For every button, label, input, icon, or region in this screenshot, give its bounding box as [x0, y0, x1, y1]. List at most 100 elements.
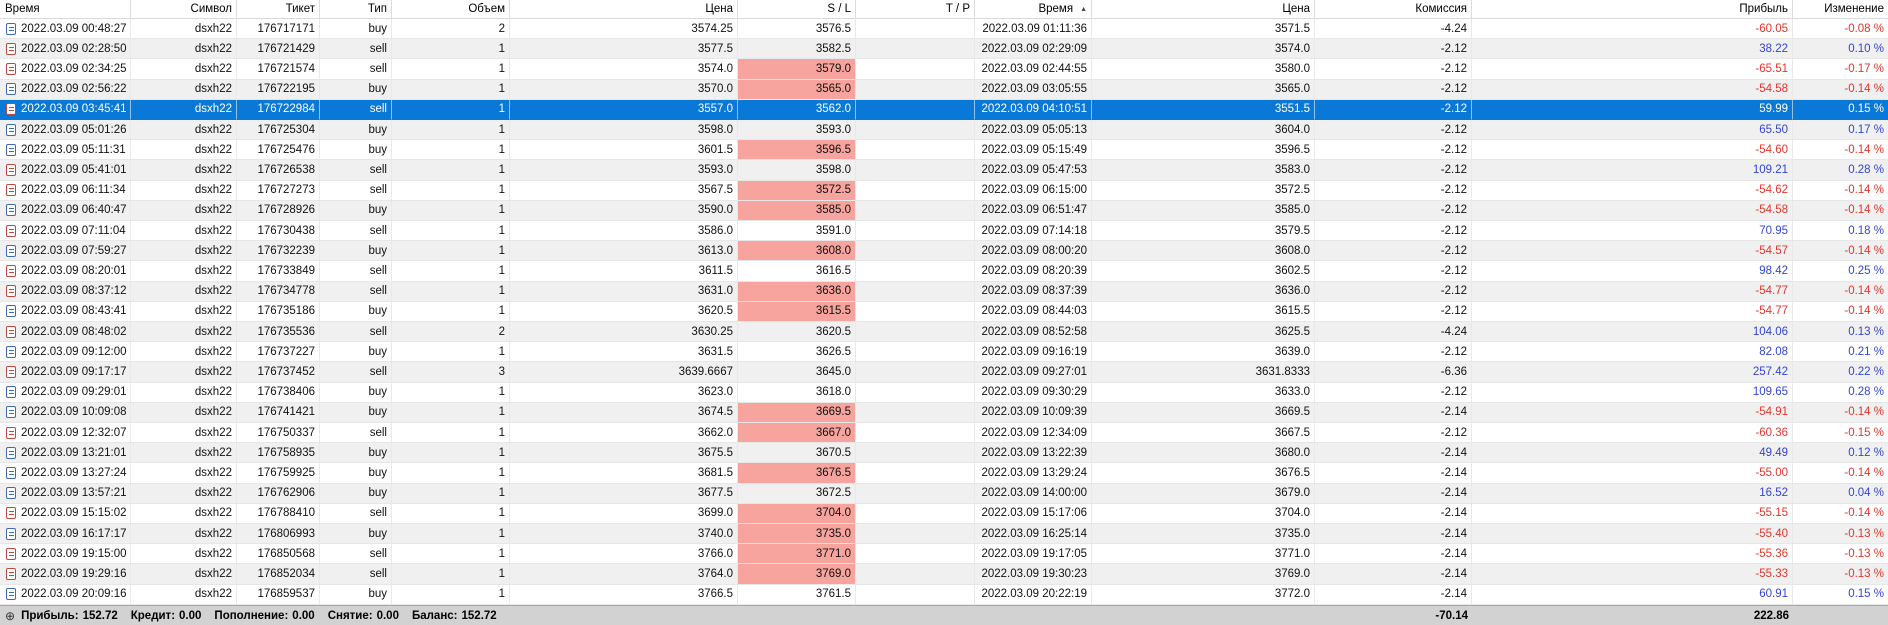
- table-row[interactable]: 2022.03.09 09:17:17 dsxh22 176737452 sell 3 3…: [0, 362, 1888, 383]
- cell-text: 176788410: [257, 507, 315, 520]
- cell-tp: [856, 483, 975, 504]
- cell-change: 0.28 %: [1793, 383, 1888, 403]
- table-row[interactable]: 2022.03.09 06:40:47 dsxh22 176728926 buy 1 35…: [0, 200, 1888, 222]
- open-time-text: 2022.03.09 05:41:01: [21, 164, 127, 177]
- table-row[interactable]: 2022.03.09 13:21:01 dsxh22 176758935 buy 1 36…: [0, 443, 1888, 464]
- cell-text: 1: [498, 588, 505, 601]
- cell-price_open: 3674.5: [510, 402, 738, 424]
- cell-tp: [856, 120, 975, 141]
- cell-text: 3704.0: [815, 507, 851, 520]
- cell-price_close: 3772.0: [1092, 584, 1315, 605]
- column-header-volume[interactable]: Объем: [392, 0, 510, 18]
- column-header-profit[interactable]: Прибыль: [1472, 0, 1793, 18]
- table-row[interactable]: 2022.03.09 05:01:26 dsxh22 176725304 buy 1 35…: [0, 120, 1888, 141]
- cell-type: sell: [320, 180, 392, 201]
- table-row[interactable]: 2022.03.09 13:27:24 dsxh22 176759925 buy 1 36…: [0, 463, 1888, 484]
- cell-text: 1: [498, 527, 505, 540]
- cell-text: 0.22 %: [1848, 366, 1884, 379]
- cell-text: -0.14 %: [1844, 406, 1884, 419]
- table-row[interactable]: 2022.03.09 05:41:01 dsxh22 176726538 sell 1 3…: [0, 160, 1888, 181]
- cell-symbol: dsxh22: [131, 180, 237, 201]
- table-row[interactable]: 2022.03.09 19:15:00 dsxh22 176850568 sell 1 3…: [0, 544, 1888, 565]
- column-header-price_close[interactable]: Цена: [1092, 0, 1315, 18]
- cell-text: -2.12: [1440, 305, 1467, 318]
- cell-text: 3562.0: [815, 103, 851, 116]
- cell-time_open: 2022.03.09 16:17:17: [0, 524, 131, 545]
- column-header-sl[interactable]: S / L: [738, 0, 856, 18]
- table-row[interactable]: 2022.03.09 15:15:02 dsxh22 176788410 sell 1 3…: [0, 503, 1888, 525]
- order-buy-icon: [6, 123, 16, 136]
- cell-commission: -2.14: [1315, 544, 1472, 565]
- cell-volume: 1: [392, 443, 510, 464]
- column-header-time_open[interactable]: Время: [0, 0, 131, 18]
- table-row[interactable]: 2022.03.09 00:48:27 dsxh22 176717171 buy 2 35…: [0, 19, 1888, 40]
- column-header-price_open[interactable]: Цена: [510, 0, 738, 18]
- table-row[interactable]: 2022.03.09 06:11:34 dsxh22 176727273 sell 1 3…: [0, 180, 1888, 201]
- cell-text: 2: [498, 22, 505, 35]
- cell-text: 3570.0: [697, 83, 733, 96]
- cell-type: sell: [320, 281, 392, 302]
- cell-change: 0.22 %: [1793, 362, 1888, 383]
- order-buy-icon: [6, 345, 16, 358]
- cell-text: 3611.5: [698, 265, 733, 278]
- table-row[interactable]: 2022.03.09 09:29:01 dsxh22 176738406 buy 1 36…: [0, 382, 1888, 403]
- cell-type: buy: [320, 79, 392, 100]
- table-row[interactable]: 2022.03.09 07:59:27 dsxh22 176732239 buy 1 36…: [0, 241, 1888, 262]
- column-header-change[interactable]: Изменение: [1793, 0, 1888, 18]
- column-header-type[interactable]: Тип: [320, 0, 392, 18]
- column-header-tp[interactable]: T / P: [856, 0, 975, 18]
- table-row[interactable]: 2022.03.09 08:20:01 dsxh22 176733849 sell 1 3…: [0, 261, 1888, 282]
- column-header-ticket[interactable]: Тикет: [237, 0, 320, 18]
- cell-tp: [856, 423, 975, 444]
- table-row[interactable]: 2022.03.09 08:37:12 dsxh22 176734778 sell 1 3…: [0, 281, 1888, 302]
- cell-text: dsxh22: [194, 588, 232, 601]
- cell-text: -0.14 %: [1844, 143, 1884, 156]
- cell-tp: [856, 564, 975, 585]
- cell-text: sell: [369, 325, 387, 338]
- cell-ticket: 176734778: [237, 281, 320, 302]
- table-row[interactable]: 2022.03.09 05:11:31 dsxh22 176725476 buy 1 36…: [0, 140, 1888, 161]
- table-row[interactable]: 2022.03.09 13:57:21 dsxh22 176762906 buy 1 36…: [0, 483, 1888, 504]
- cell-price_close: 3636.0: [1092, 281, 1315, 302]
- expand-icon[interactable]: ⊕: [5, 608, 16, 623]
- cell-text: dsxh22: [194, 184, 232, 197]
- cell-volume: 1: [392, 261, 510, 282]
- cell-text: 2022.03.09 19:30:23: [981, 568, 1087, 581]
- cell-price_close: 3769.0: [1092, 564, 1315, 585]
- table-row[interactable]: 2022.03.09 07:11:04 dsxh22 176730438 sell 1 3…: [0, 221, 1888, 242]
- order-sell-icon: [6, 164, 16, 177]
- cell-text: 3572.5: [815, 184, 851, 197]
- column-header-commission[interactable]: Комиссия: [1315, 0, 1472, 18]
- table-row[interactable]: 2022.03.09 08:43:41 dsxh22 176735186 buy 1 36…: [0, 301, 1888, 323]
- cell-type: buy: [320, 443, 392, 464]
- table-row[interactable]: 2022.03.09 16:17:17 dsxh22 176806993 buy 1 37…: [0, 524, 1888, 545]
- table-row[interactable]: 2022.03.09 02:34:25 dsxh22 176721574 sell 1 3…: [0, 59, 1888, 80]
- cell-symbol: dsxh22: [131, 584, 237, 605]
- table-row[interactable]: 2022.03.09 08:48:02 dsxh22 176735536 sell 2 3…: [0, 322, 1888, 343]
- cell-text: 104.06: [1752, 325, 1788, 338]
- table-row[interactable]: 2022.03.09 02:28:50 dsxh22 176721429 sell 1 3…: [0, 39, 1888, 60]
- cell-text: 1: [498, 204, 505, 217]
- cell-price_open: 3557.0: [510, 99, 738, 121]
- cell-commission: -2.12: [1315, 221, 1472, 242]
- cell-sl: 3618.0: [738, 382, 856, 403]
- cell-profit: 109.21: [1472, 160, 1793, 181]
- table-row[interactable]: 2022.03.09 09:12:00 dsxh22 176737227 buy 1 36…: [0, 342, 1888, 363]
- table-row[interactable]: 2022.03.09 19:29:16 dsxh22 176852034 sell 1 3…: [0, 564, 1888, 585]
- cell-change: -0.13 %: [1793, 564, 1888, 585]
- table-row[interactable]: 2022.03.09 12:32:07 dsxh22 176750337 sell 1 3…: [0, 423, 1888, 444]
- cell-price_open: 3570.0: [510, 79, 738, 100]
- table-row[interactable]: 2022.03.09 10:09:08 dsxh22 176741421 buy 1 36…: [0, 402, 1888, 424]
- table-row[interactable]: 2022.03.09 03:45:41 dsxh22 176722984 sell 1 3…: [0, 99, 1888, 121]
- cell-text: dsxh22: [194, 285, 232, 298]
- table-row[interactable]: 2022.03.09 20:09:16 dsxh22 176859537 buy 1 37…: [0, 584, 1888, 605]
- cell-type: buy: [320, 200, 392, 222]
- order-buy-icon: [6, 406, 16, 419]
- cell-text: -2.12: [1440, 42, 1467, 55]
- column-header-symbol[interactable]: Символ: [131, 0, 237, 18]
- table-row[interactable]: 2022.03.09 02:56:22 dsxh22 176722195 buy 1 35…: [0, 79, 1888, 100]
- cell-price_open: 3586.0: [510, 221, 738, 242]
- cell-commission: -2.14: [1315, 503, 1472, 525]
- cell-volume: 2: [392, 19, 510, 40]
- column-header-time_close[interactable]: Время ▲: [975, 0, 1092, 18]
